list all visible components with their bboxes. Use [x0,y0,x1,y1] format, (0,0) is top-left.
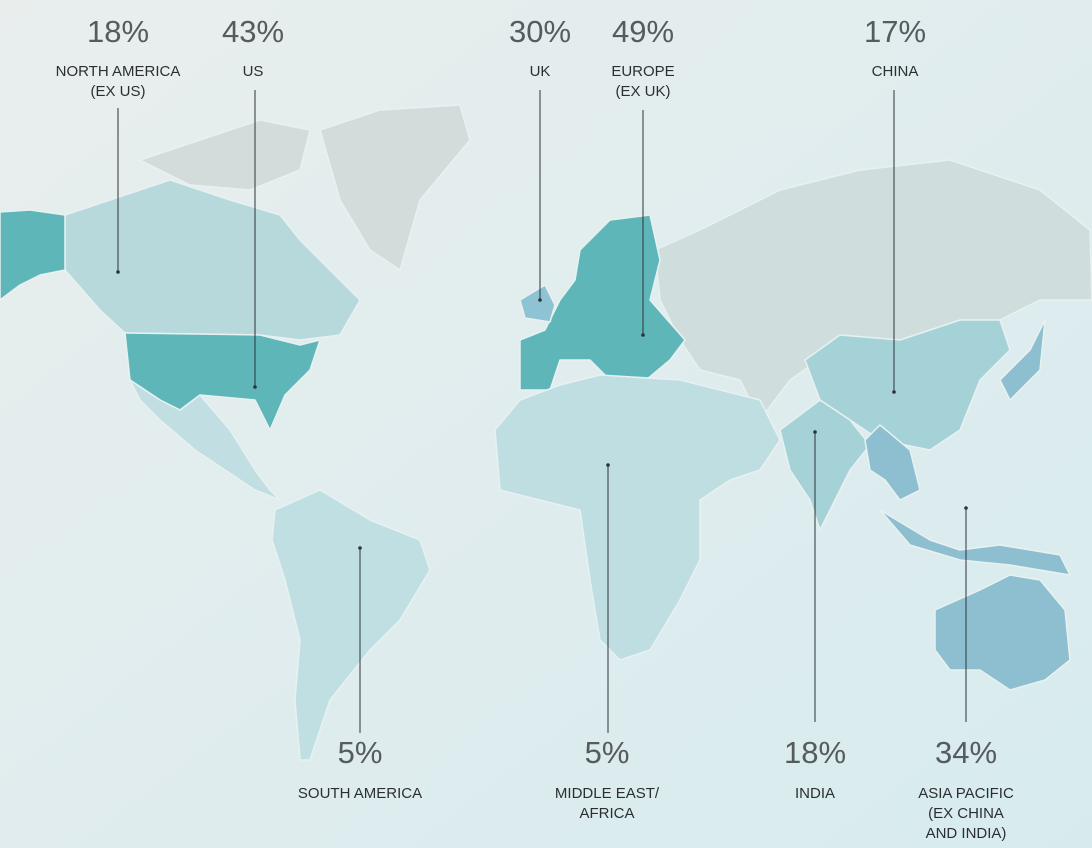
region-label: AFRICA [579,805,634,822]
south-america [271,489,431,761]
region-label: SOUTH AMERICA [298,785,422,802]
alaska [0,209,66,301]
region-label: NORTH AMERICA [56,63,181,80]
leader-dot [813,430,817,434]
leader-dot [538,298,542,302]
southeast-asia [864,424,921,501]
region-label: MIDDLE EAST/ [555,785,660,802]
region-label: (EX UK) [615,83,670,100]
region-percent: 30% [509,14,571,49]
region-label: INDIA [795,785,835,802]
leader-dot [892,390,896,394]
region-label: ASIA PACIFIC [918,785,1014,802]
region-label: AND INDIA) [926,825,1007,842]
europe [519,214,686,391]
leader-dot [358,546,362,550]
leader-dot [964,506,968,510]
indonesia [879,509,1071,576]
region-percent: 5% [585,735,630,770]
leader-dot [116,270,120,274]
arctic-islands [139,119,311,191]
region-label: EUROPE [611,63,674,80]
region-label: (EX CHINA [928,805,1004,822]
africa-middle-east [494,374,781,661]
leader-dot [641,333,645,337]
region-percent: 17% [864,14,926,49]
region-percent: 5% [338,735,383,770]
region-label: UK [530,63,551,80]
leader-dot [253,385,257,389]
region-label: US [243,63,264,80]
region-percent: 49% [612,14,674,49]
region-percent: 43% [222,14,284,49]
india [779,399,871,531]
region-percent: 18% [87,14,149,49]
australia [934,574,1071,691]
uk [519,284,556,323]
callouts: 18% NORTH AMERICA (EX US) 43% US 30% UK 49% EURO… [56,14,1014,842]
region-percent: 34% [935,735,997,770]
continents [0,104,1092,761]
central-america [129,379,281,501]
region-label: (EX US) [90,83,145,100]
greenland [319,104,471,271]
region-percent: 18% [784,735,846,770]
leader-dot [606,463,610,467]
region-label: CHINA [872,63,919,80]
canada [64,179,361,341]
japan [999,319,1046,401]
